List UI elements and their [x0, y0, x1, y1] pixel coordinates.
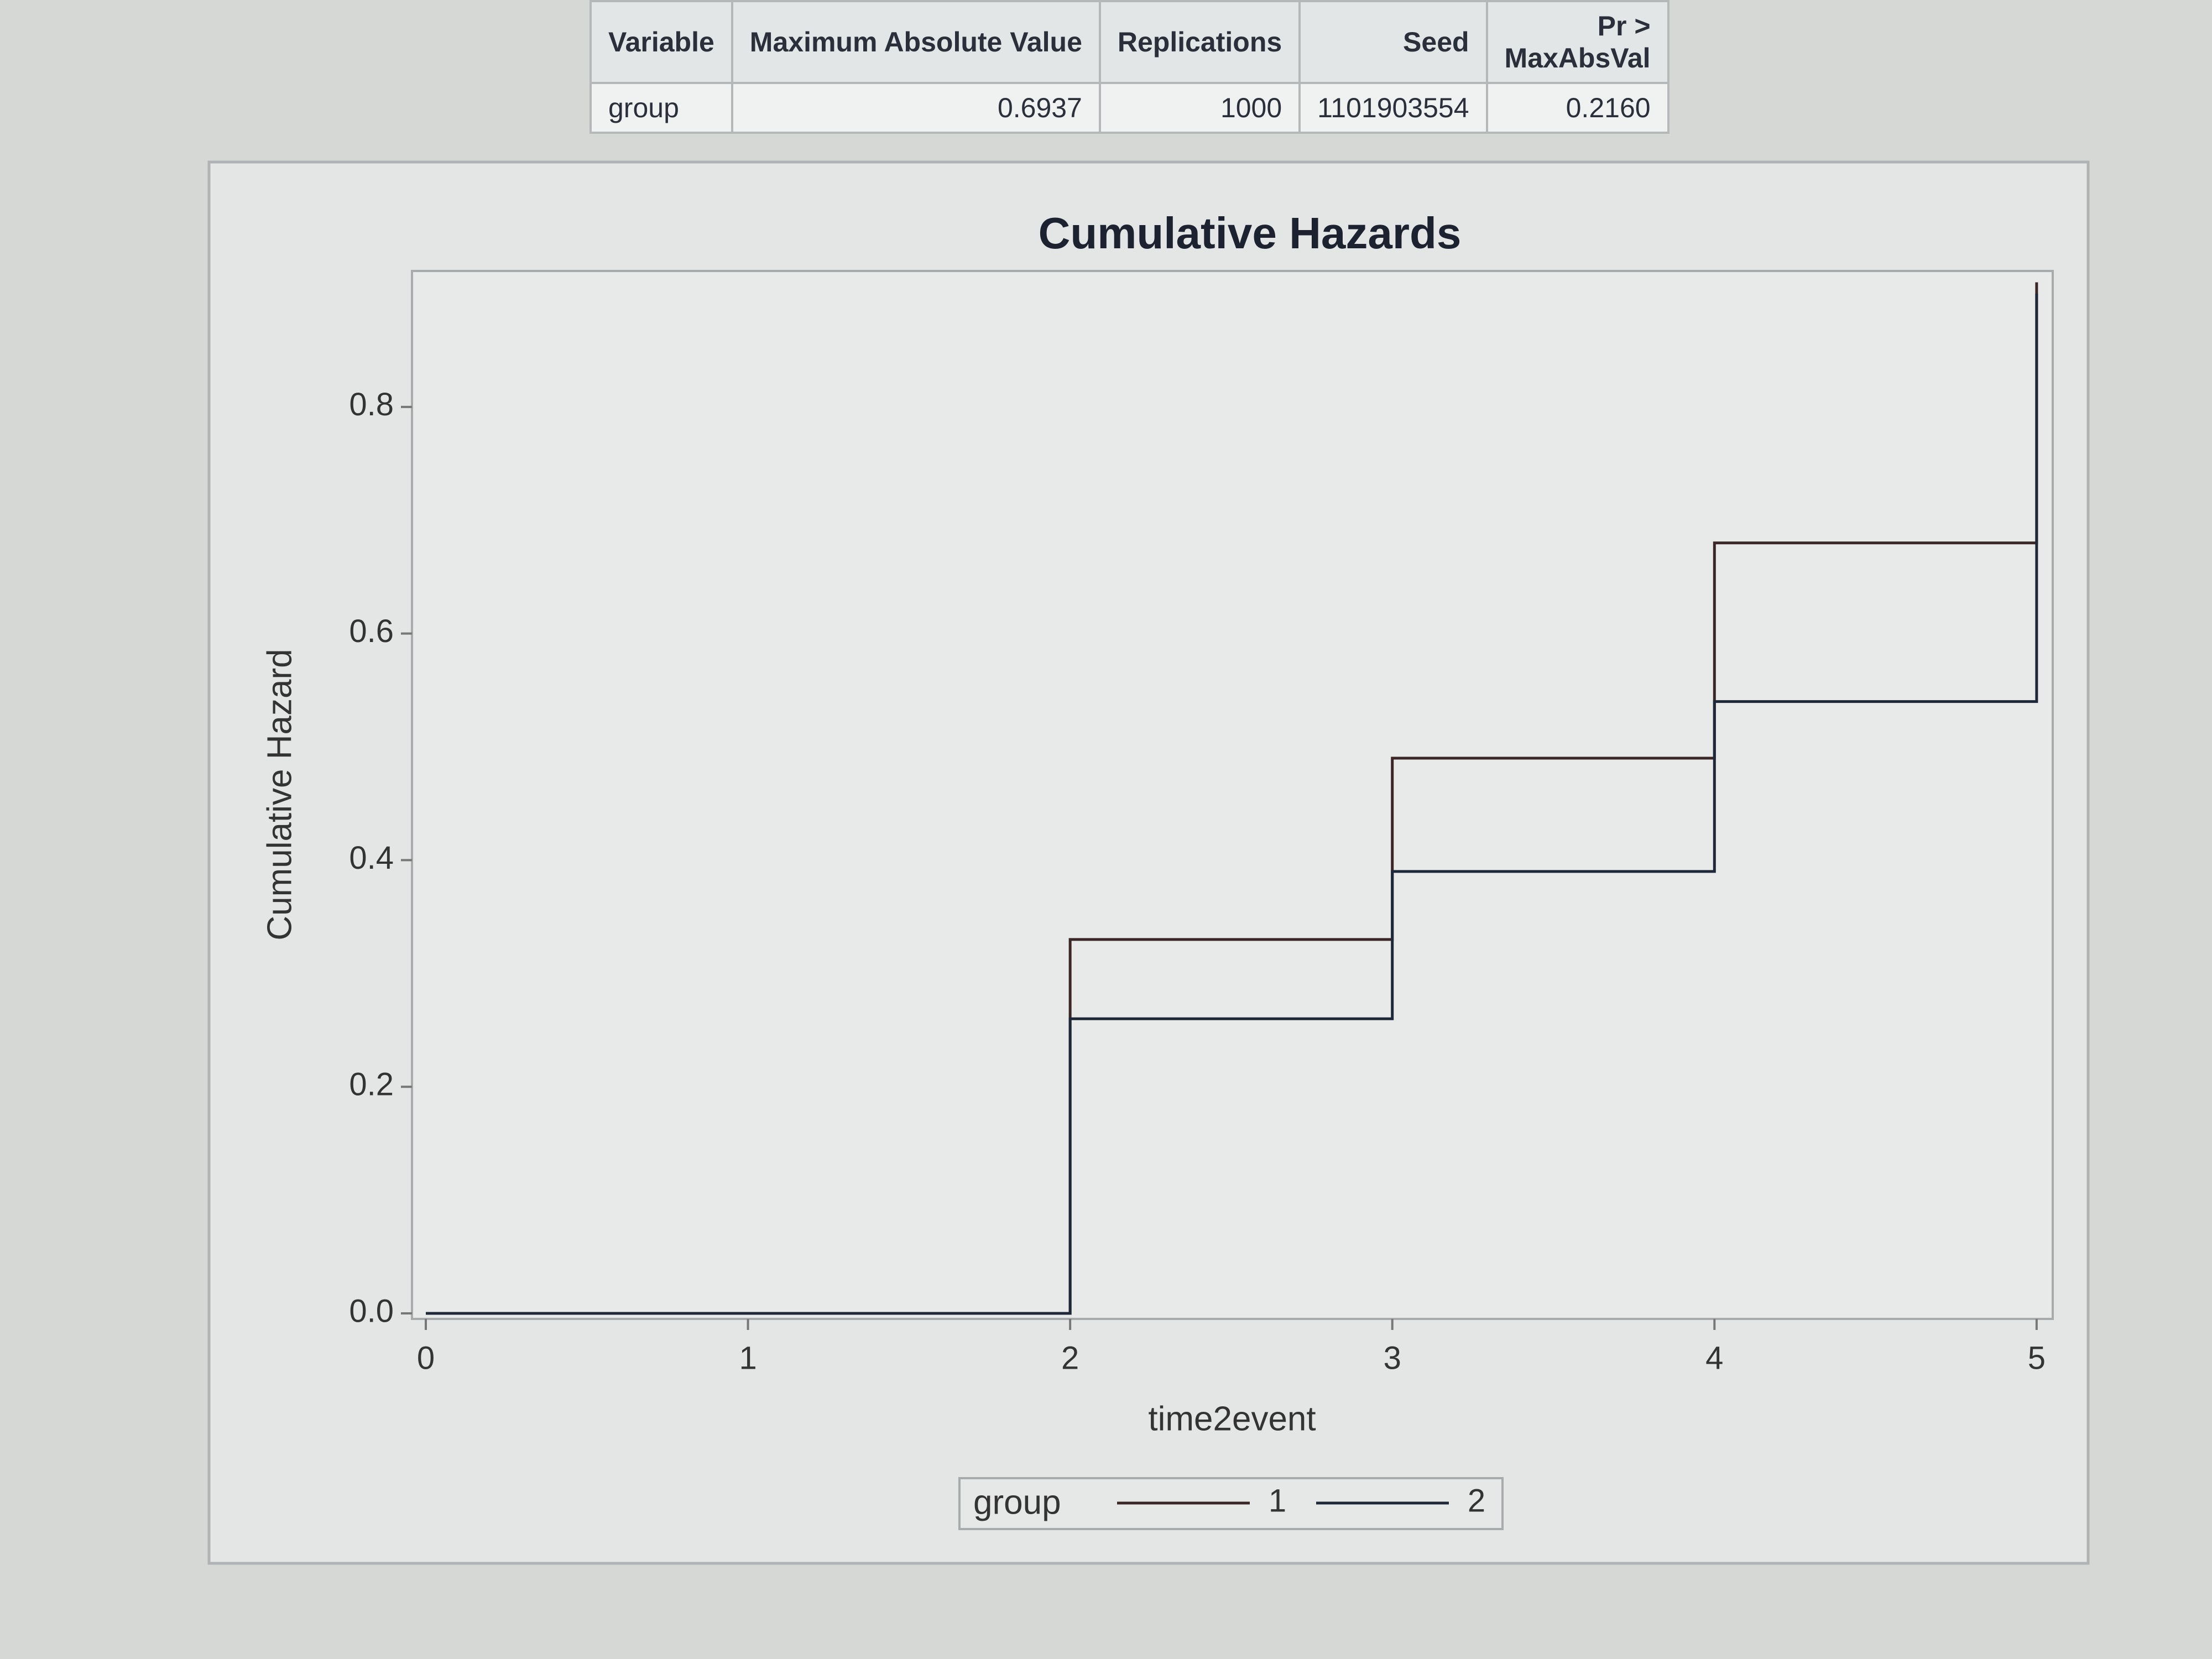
result-table: Variable Maximum Absolute Value Replicat…	[589, 0, 1670, 134]
data-row: group 0.6937 1000 1101903554 0.2160	[589, 82, 1670, 134]
x-tick-label: 3	[1384, 1340, 1401, 1376]
legend-label: 1	[1269, 1483, 1286, 1519]
header-cell: Pr > MaxAbsVal	[1485, 0, 1670, 84]
x-tick-label: 1	[739, 1340, 757, 1376]
cell: 1101903554	[1298, 82, 1488, 134]
y-tick-label: 0.2	[349, 1067, 394, 1103]
y-tick-label: 0.0	[349, 1293, 394, 1329]
header-cell: Seed	[1298, 0, 1488, 84]
cell: 0.2160	[1485, 82, 1670, 134]
x-tick-label: 0	[417, 1340, 435, 1376]
header-row: Variable Maximum Absolute Value Replicat…	[589, 0, 1670, 84]
cell: group	[589, 82, 733, 134]
legend-title: group	[973, 1483, 1061, 1521]
x-tick-label: 5	[2028, 1340, 2046, 1376]
header-cell: Variable	[589, 0, 733, 84]
x-tick-label: 4	[1705, 1340, 1723, 1376]
plot-area	[411, 270, 2054, 1320]
x-axis-label: time2event	[1148, 1400, 1316, 1438]
legend-label: 2	[1468, 1483, 1485, 1519]
header-cell: Maximum Absolute Value	[731, 0, 1101, 84]
cell: 0.6937	[731, 82, 1101, 134]
y-tick-label: 0.4	[349, 840, 394, 876]
cell: 1000	[1098, 82, 1301, 134]
y-axis-label: Cumulative Hazard	[260, 649, 299, 940]
y-tick-label: 0.6	[349, 613, 394, 649]
x-tick-label: 2	[1061, 1340, 1079, 1376]
chart-title: Cumulative Hazards	[1039, 208, 1462, 258]
header-cell: Replications	[1098, 0, 1301, 84]
y-tick-label: 0.8	[349, 387, 394, 422]
series-line	[426, 293, 2038, 1315]
